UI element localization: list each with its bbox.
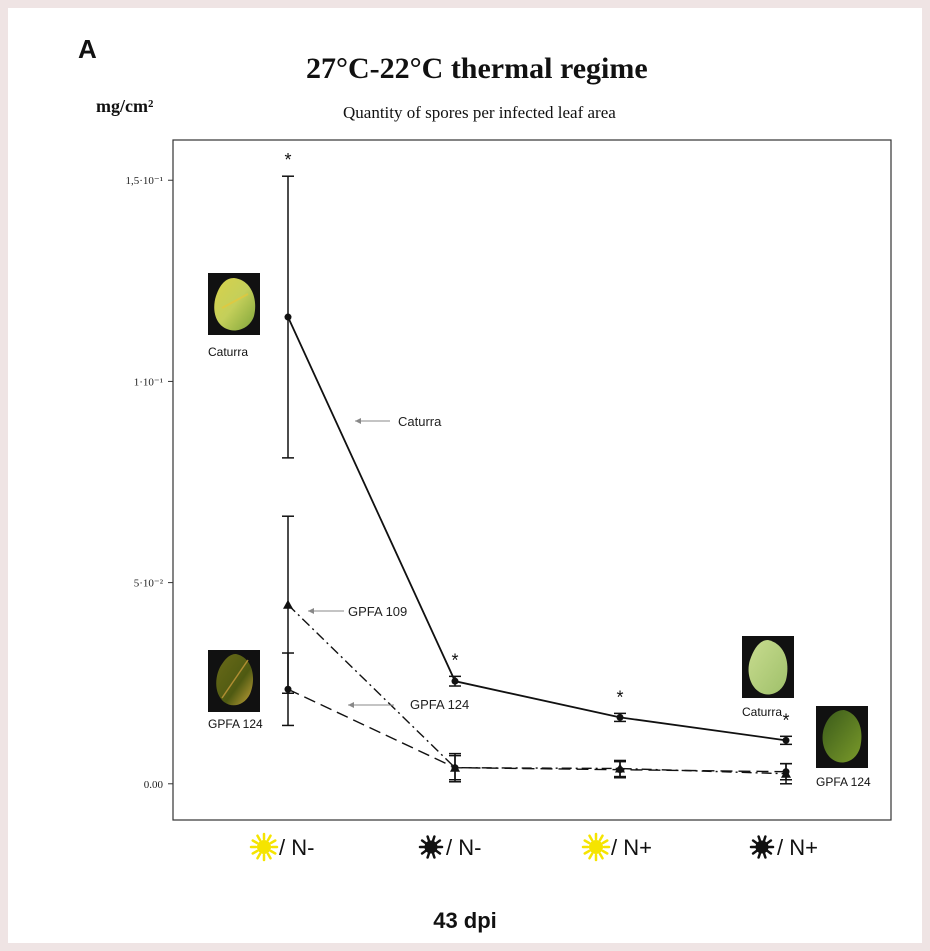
leaf-label-gpfa124-left: GPFA 124 [208,717,263,731]
sun-ray [251,849,259,855]
spore-quantity-chart: A 27°C-22°C thermal regime Quantity of s… [78,34,892,933]
sun-ray [251,839,259,845]
sun-icon [581,832,611,862]
data-point [451,764,459,772]
y-tick-label: 5·10⁻² [134,578,164,590]
data-point [616,713,624,721]
leaf-label-caturra-right: Caturra [742,705,782,719]
y-tick-label: 1·10⁻¹ [134,376,163,388]
y-axis-unit: mg/cm² [96,96,153,116]
significance-mark: * [616,687,623,707]
sun-ray [420,839,428,845]
dark-sun-icon [418,835,444,859]
sun-disc [257,840,271,854]
x-category-label: / N- [446,835,481,860]
sun-ray [256,852,262,860]
series-line [287,316,787,742]
sun-ray [431,835,436,843]
chart-title: 27°C-22°C thermal regime [306,52,648,85]
y-axis-ticks: 1,5·10⁻¹ 1·10⁻¹ 5·10⁻² 0.00 [125,175,173,791]
sun-ray [598,852,604,860]
annotation-gpfa109: GPFA 109 [308,604,407,619]
data-point [616,766,624,774]
sun-ray [757,835,762,843]
data-point [284,313,292,321]
annotation-caturra: Caturra [355,414,442,429]
sun-ray [757,851,762,859]
sun-ray [431,851,436,859]
annotation-gpfa124: GPFA 124 [348,697,469,712]
leaf-image-caturra-right [742,636,794,698]
sun-ray [588,834,594,842]
x-category-label: / N+ [777,835,818,860]
sun-ray [434,839,442,845]
leaf-label-gpfa124-right: GPFA 124 [816,775,871,789]
sun-ray [269,849,277,855]
sun-ray [269,839,277,845]
x-axis-label: 43 dpi [433,908,497,933]
significance-mark: * [284,150,291,170]
sun-ray [434,849,442,855]
plot-frame [172,139,892,821]
annotation-gpfa109-label: GPFA 109 [348,604,407,619]
data-point [782,736,790,744]
y-tick-label: 0.00 [144,779,164,791]
sun-ray [266,852,272,860]
series-layer [282,175,792,785]
sun-ray [420,849,428,855]
sun-ray [598,834,604,842]
leaf-image-gpfa124-left [208,650,260,712]
leaf-image-gpfa124-right [816,706,868,768]
sun-ray [588,852,594,860]
chart-subtitle: Quantity of spores per infected leaf are… [343,103,616,122]
sun-ray [426,851,431,859]
data-point [284,685,292,693]
dark-sun-icon [749,835,775,859]
sun-ray [583,849,591,855]
sun-icon [249,832,279,862]
sun-disc [589,840,603,854]
sun-ray [426,835,431,843]
y-tick-label: 1,5·10⁻¹ [125,175,163,187]
leaf-image-caturra-left [208,273,260,335]
significance-mark: * [451,650,458,670]
sun-ray [751,839,759,845]
sun-ray [583,839,591,845]
series-line [287,688,787,773]
sun-ray [256,834,262,842]
x-category-label: / N- [279,835,314,860]
dark-sun-disc [424,840,438,854]
sun-ray [751,849,759,855]
significance-mark: * [782,710,789,730]
x-axis-categories: / N- / N- / N+ / N+ [249,832,818,862]
figure-panel: A 27°C-22°C thermal regime Quantity of s… [8,8,922,943]
sun-ray [765,849,773,855]
dark-sun-disc [755,840,769,854]
annotation-gpfa124-label: GPFA 124 [410,697,469,712]
data-point [451,677,459,685]
series-line [287,604,787,775]
panel-label: A [78,34,97,64]
annotation-caturra-label: Caturra [398,414,442,429]
data-point [283,599,293,609]
sun-ray [601,839,609,845]
sun-ray [601,849,609,855]
x-category-label: / N+ [611,835,652,860]
leaf-label-caturra-left: Caturra [208,345,248,359]
sun-ray [765,839,773,845]
sun-ray [762,835,767,843]
data-point [782,768,790,776]
sun-ray [762,851,767,859]
significance-marks: * * * * [284,150,789,730]
sun-ray [266,834,272,842]
